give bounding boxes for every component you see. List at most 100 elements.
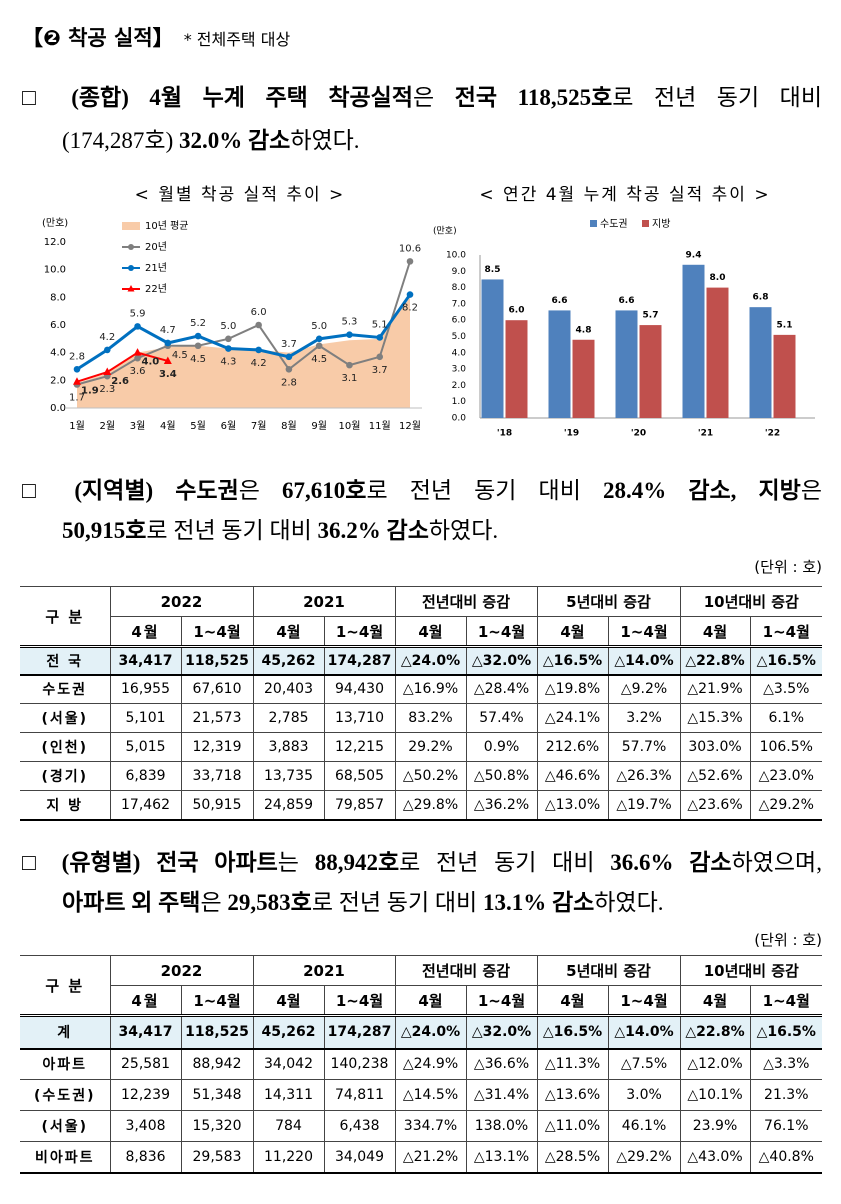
table-cell: △11.0% [536,1110,609,1142]
table-cell: △13.1% [465,1141,538,1174]
table-cell: 106.5% [749,732,823,762]
paragraph-line: (174,287호) 32.0% 감소하였다. [62,125,360,157]
header-cell: 4월 [679,616,751,647]
x-tick-label: '21 [698,429,713,439]
table-cell: 5,101 [109,703,182,733]
text-segment: 하였으며, [731,850,822,875]
header-cell: 1~4월 [465,985,538,1016]
marker [315,335,323,343]
data-label: 2.8 [69,351,85,362]
data-label: 6.6 [619,296,635,306]
row-label: (서울) [20,703,111,733]
header-cell: 2022 [109,586,254,617]
table-cell: △29.2% [607,1141,681,1174]
data-label: 8.0 [710,273,726,283]
paragraph-line: □ (유형별) 전국 아파트는 88,942호로 전년 동기 대비 36.6% … [22,847,822,879]
data-label: 6.0 [509,306,525,316]
text-segment: 아파트 외 주택 [62,890,201,915]
paragraph-line: □ (종합) 4월 누계 주택 착공실적은 전국 118,525호로 전년 동기… [22,82,822,114]
header-cell: 2021 [252,955,396,986]
data-label: 2.8 [281,377,297,388]
y-tick-label: 0.0 [50,403,66,414]
marker [346,331,353,338]
heading-title: 【❷ 착공 실적】 [22,26,174,50]
y-tick-label: 10.0 [44,265,66,276]
legend-label: 수도권 [600,218,628,230]
table-cell: 94,430 [323,674,396,704]
series-line [76,293,412,371]
bar [749,307,772,418]
marker [376,334,384,341]
text-segment: 13.1% 감소 [482,890,595,915]
table-cell: 13,735 [252,761,325,791]
bar [572,339,595,418]
data-label: 5.7 [643,311,659,321]
data-label: 3.7 [372,365,388,376]
table-cell: 14,311 [252,1079,325,1111]
marker [285,353,293,361]
series-line [76,351,169,383]
table-cell: △12.0% [679,1048,751,1080]
y-tick-label: 2.0 [452,381,467,391]
x-tick-label: '18 [497,429,512,439]
data-label: 9.4 [686,250,702,260]
y-tick-label: 9.0 [452,267,467,277]
marker [164,339,172,347]
table-cell: 138.0% [465,1110,538,1142]
data-label: 1.9 [81,386,99,397]
table-cell: 34,049 [323,1141,396,1174]
table-cell: 20,403 [252,674,325,704]
row-label: 아파트 [20,1048,111,1080]
marker [133,348,142,356]
table-row: 전 국 34,417 118,525 45,262 174,287 △24.0% △32.0… [20,645,823,676]
text-segment: □ [22,850,62,875]
text-segment: 50,915호 [62,518,147,543]
table-cell: △23.6% [679,790,751,821]
data-label: 5.1 [777,320,793,330]
table-cell: 34,417 [109,645,182,676]
x-tick-label: 8월 [281,420,297,432]
table-cell: 15,320 [180,1110,254,1142]
marker [103,346,111,354]
header-cell: 4월 [536,616,609,647]
data-label: 3.1 [342,373,358,384]
legend-label: 22년 [145,283,167,295]
table-row: 비아파트 8,836 29,583 11,220 34,049 △21.2% △13.1% △… [20,1141,823,1174]
header-cell: 2021 [252,586,396,617]
table-cell: 6,438 [323,1110,396,1142]
data-table: 구 분 2022 2021 전년대비 증감 5년대비 증감 10년대비 증감 4월 1~4월 4… [20,955,823,1174]
text-segment: 은 [238,478,283,503]
header-row: 4월 1~4월 4월 1~4월 4월 1~4월 4월 1~4월 4월 1~4월 [20,985,823,1016]
text-segment: 하였다. [594,890,664,915]
marker [406,258,414,265]
table-cell: △24.1% [536,703,609,733]
table-cell: △22.8% [679,1014,751,1050]
table-cell: 21.3% [749,1079,823,1111]
table-cell: 303.0% [679,732,751,762]
table-cell: 12,239 [109,1079,182,1111]
table-cell: △46.6% [536,761,609,791]
table-cell: △50.2% [394,761,467,791]
table-cell: 57.4% [465,703,538,733]
data-label: 4.5 [190,354,206,365]
y-tick-label: 2.0 [50,375,66,386]
header-cell: 1~4월 [465,616,538,647]
table-cell: 45,262 [252,645,325,676]
x-tick-label: 3월 [130,420,146,432]
table-cell: 45,262 [252,1014,325,1050]
marker [346,361,353,369]
y-tick-label: 6.0 [50,320,66,331]
data-label: 4.2 [99,332,115,343]
table-cell: △3.3% [749,1048,823,1080]
marker [255,321,262,329]
heading-note: * 전체주택 대상 [183,30,291,49]
x-tick-label: 1월 [69,420,85,432]
y-tick-label: 10.0 [446,251,466,261]
text-segment: 전국 118,525호 [454,85,613,110]
table-cell: △19.7% [607,790,681,821]
charts: < 월별 착공 실적 추이 > (만호) 0.0 2.0 4.0 6.0 8.0 10.0 12… [42,185,815,439]
marker [285,365,293,373]
table-cell: 8,836 [109,1141,182,1174]
chart-title: < 연간 4월 누계 착공 실적 추이 > [479,185,770,205]
data-label: 4.5 [172,350,188,361]
